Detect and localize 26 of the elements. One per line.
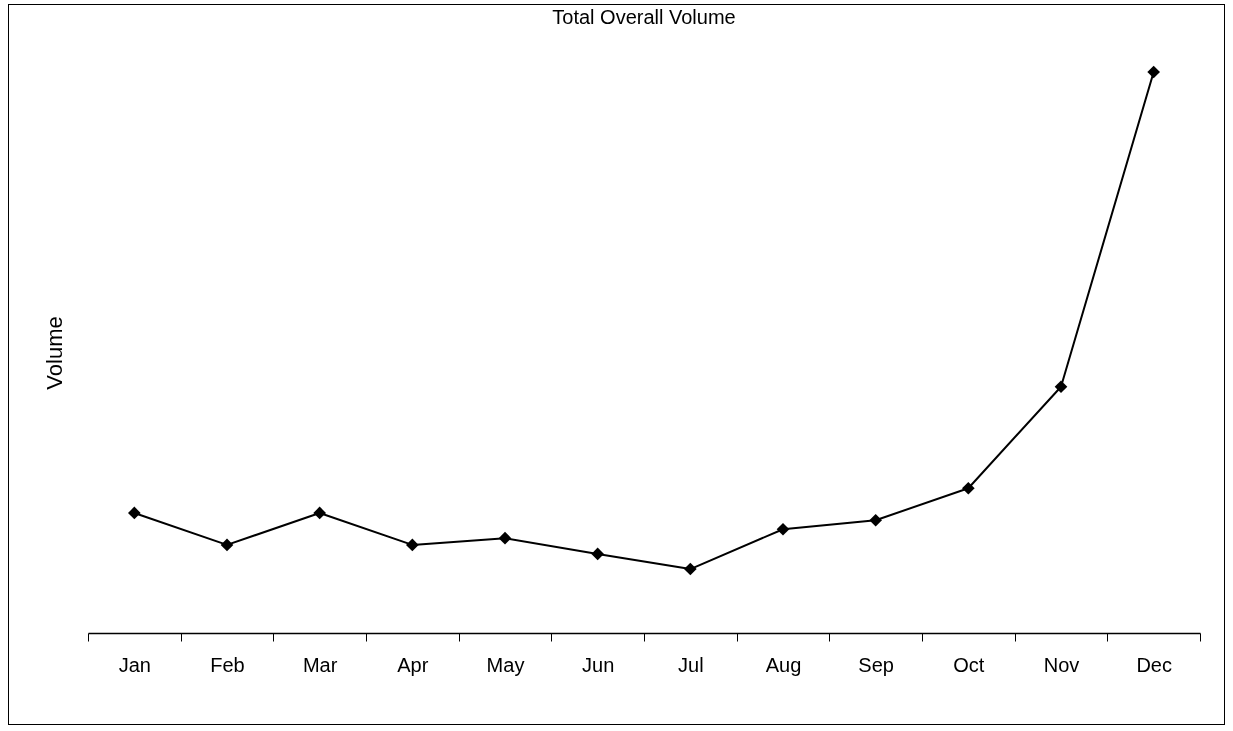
point xyxy=(962,481,975,495)
x-tick-label: Nov xyxy=(1043,653,1080,676)
x-tick-label: Oct xyxy=(953,653,985,676)
point xyxy=(128,506,141,520)
point xyxy=(498,531,512,545)
point xyxy=(1147,65,1160,79)
point xyxy=(313,506,326,520)
point xyxy=(406,538,419,552)
x-tick-label: Feb xyxy=(210,653,245,676)
x-tick-label: Aug xyxy=(765,653,802,676)
y-axis-title: Volume xyxy=(41,316,67,390)
x-tick-label: Jun xyxy=(582,653,615,676)
point xyxy=(869,513,882,527)
x-tick-label: May xyxy=(486,653,525,676)
point xyxy=(684,562,697,576)
x-tick-label: Jan xyxy=(118,653,151,676)
chart-title: Total Overall Volume xyxy=(552,5,736,28)
x-tick-label: Sep xyxy=(858,653,894,676)
point xyxy=(1054,380,1068,394)
point xyxy=(776,522,790,536)
x-tick-label: Dec xyxy=(1136,653,1172,676)
point xyxy=(591,547,604,561)
x-tick-label: Apr xyxy=(397,653,429,676)
x-tick-label: Jul xyxy=(678,653,704,676)
x-tick-label: Mar xyxy=(302,653,338,676)
point xyxy=(220,538,234,552)
